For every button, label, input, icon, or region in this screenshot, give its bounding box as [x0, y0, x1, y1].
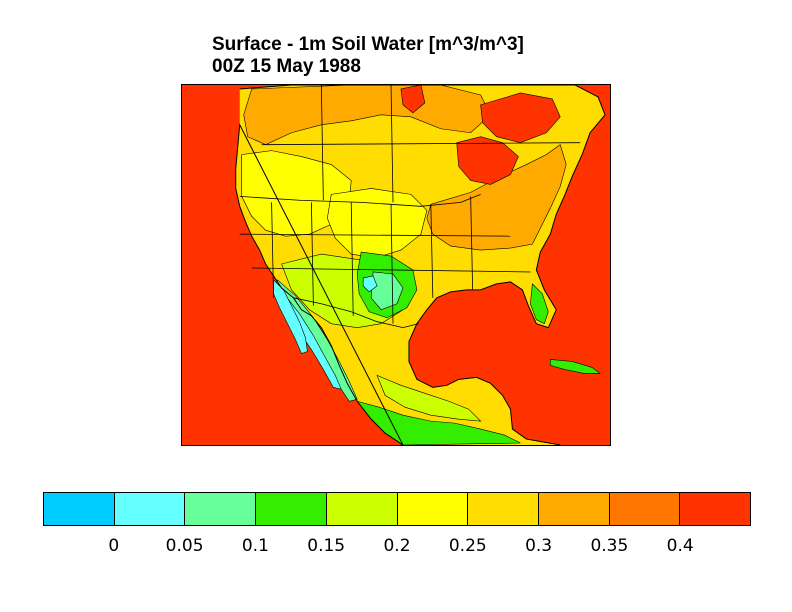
map-svg	[182, 85, 610, 445]
colorbar-label: 0.2	[383, 536, 411, 556]
colorbar-box-7	[538, 493, 610, 525]
us-mexico-border	[293, 297, 419, 329]
colorbar-box-5	[397, 493, 469, 525]
title-time: 00Z 15 May 1988	[212, 56, 361, 77]
state-line-2	[310, 202, 314, 306]
colorbar-box-3	[256, 493, 327, 525]
colorbar-box-0	[44, 493, 115, 525]
colorbar-label: 0.35	[590, 536, 629, 556]
colorbar-label: 0.05	[165, 536, 204, 556]
colorbar-box-4	[326, 493, 398, 525]
region-0-1-texas-coast	[370, 271, 404, 311]
cuba-island	[549, 359, 601, 374]
province-line-1	[261, 142, 581, 146]
colorbar-label: 0.1	[241, 536, 269, 556]
colorbar-labels: 0 0.05 0.1 0.15 0.2 0.25 0.3 0.35 0.4	[43, 536, 751, 560]
province-line-2	[320, 85, 324, 201]
region-0-35-east	[426, 144, 567, 251]
coastline-outline	[235, 85, 606, 445]
plot-title: Surface - 1m Soil Water [m^3/m^3] 00Z 15…	[212, 34, 524, 78]
region-0-4-northeast	[480, 92, 561, 143]
region-0-35-north	[243, 85, 491, 145]
region-0-2-mexico-south	[376, 374, 482, 422]
state-line-4	[390, 204, 394, 324]
state-line-5	[430, 204, 434, 298]
region-0-4-hudson	[400, 85, 426, 114]
state-line-3	[350, 202, 354, 316]
province-line-3	[390, 85, 394, 203]
colorbar-box-9	[680, 493, 751, 525]
soil-water-map	[181, 84, 611, 446]
region-0-15-florida	[530, 283, 549, 325]
baja-california	[273, 279, 308, 354]
state-line-6	[470, 196, 474, 290]
colorbar-label: 0.15	[307, 536, 346, 556]
state-line-8	[251, 267, 531, 273]
state-line-7	[239, 233, 511, 237]
colorbar-legend	[43, 492, 751, 526]
colorbar-box-1	[114, 493, 186, 525]
colorbar-label: 0	[108, 536, 120, 556]
colorbar-box-2	[185, 493, 257, 525]
title-variable: Surface - 1m Soil Water [m^3/m^3]	[212, 34, 524, 55]
state-line-1	[271, 202, 274, 298]
colorbar-box-6	[468, 493, 539, 525]
political-boundaries	[239, 85, 581, 329]
colorbar-label: 0.3	[525, 536, 553, 556]
region-0-05-texas-spot	[362, 275, 378, 293]
colorbar-label: 0.4	[666, 536, 694, 556]
colorbar-box-8	[609, 493, 681, 525]
region-0-4-great-lakes	[456, 136, 519, 185]
colorbar-label: 0.25	[448, 536, 487, 556]
